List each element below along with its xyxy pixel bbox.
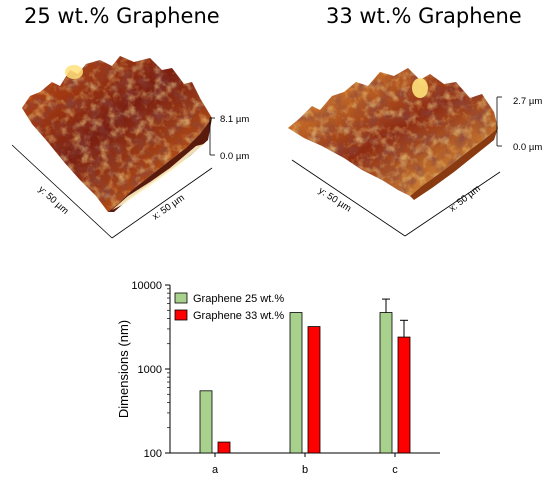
bar-25wt-b [289, 312, 303, 454]
z-scale-top-25: 8.1 µm [220, 114, 249, 125]
legend-label-33wt: Graphene 33 wt.% [193, 310, 284, 322]
bar-25wt-c [379, 312, 393, 454]
bar-33wt-b [307, 326, 321, 454]
afm-surface-25 [22, 56, 212, 212]
afm-surface-33 [288, 68, 498, 200]
y-tick-label: 100 [144, 448, 162, 460]
y-tick-label: 1000 [138, 364, 162, 376]
panel-title-25: 25 wt.% Graphene [24, 4, 220, 28]
z-scale-bottom-33: 0.0 µm [513, 142, 542, 153]
bar-33wt-a [217, 441, 231, 454]
legend-swatch-25wt [174, 292, 188, 304]
y-axis-title: Dimensions (nm) [116, 320, 131, 418]
z-scale-33: 2.7 µm 0.0 µm [496, 96, 542, 153]
afm-images: 8.1 µm 0.0 µm y: 50 µm x: 50 µm 2.7 µm 0… [11, 56, 542, 239]
x-tick-label: b [302, 464, 308, 476]
z-scale-bottom-25: 0.0 µm [220, 151, 249, 162]
bar-25wt-a [199, 390, 213, 454]
y-tick-label: 10000 [131, 280, 162, 292]
x-tick-label: c [392, 464, 398, 476]
legend-label-25wt: Graphene 25 wt.% [193, 293, 284, 305]
z-scale-top-33: 2.7 µm [513, 96, 542, 107]
panel-title-33: 33 wt.% Graphene [326, 4, 522, 28]
legend-swatch-33wt [174, 309, 188, 321]
bar-33wt-c [397, 336, 411, 454]
x-tick-label: a [212, 464, 219, 476]
z-scale-25: 8.1 µm 0.0 µm [209, 114, 249, 162]
